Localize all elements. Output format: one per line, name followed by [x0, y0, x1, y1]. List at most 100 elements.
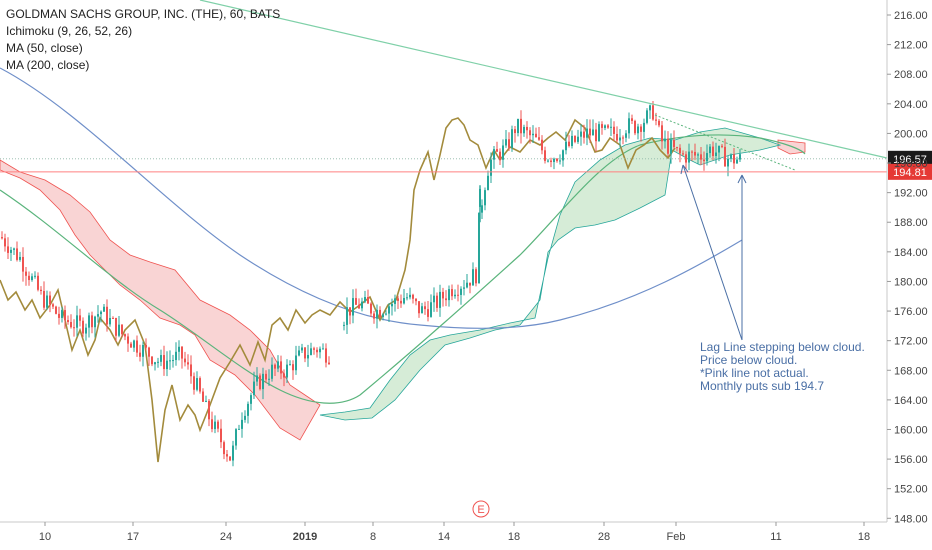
- y-tick-label: 212.00: [894, 40, 928, 52]
- candle-body: [436, 295, 438, 308]
- candle-body: [151, 356, 153, 365]
- candle-body: [34, 275, 36, 277]
- candle-body: [364, 296, 366, 302]
- candle-body: [469, 282, 471, 286]
- candle-body: [508, 139, 510, 148]
- candle-body: [727, 158, 729, 167]
- candle-body: [301, 347, 303, 351]
- candle-body: [295, 355, 297, 371]
- candle-body: [376, 309, 378, 319]
- ma50-line: [0, 134, 806, 404]
- candle-body: [76, 315, 78, 328]
- candle-body: [598, 124, 600, 142]
- candle-body: [217, 421, 219, 429]
- candle-body: [208, 400, 210, 420]
- candle-body: [40, 289, 42, 292]
- candle-body: [169, 360, 171, 362]
- candle-body: [667, 138, 669, 154]
- candle-body: [451, 289, 453, 297]
- candle-body: [586, 128, 588, 138]
- candle-body: [601, 124, 603, 128]
- candle-body: [241, 419, 243, 429]
- candle-body: [550, 160, 552, 163]
- candle-body: [52, 304, 54, 307]
- candle-body: [670, 139, 672, 154]
- candle-body: [118, 324, 120, 336]
- price-tag-support: 194.81: [888, 163, 932, 180]
- candle-body: [583, 131, 585, 138]
- candle-body: [1, 237, 3, 239]
- candle-body: [631, 118, 633, 121]
- candle-body: [19, 256, 21, 260]
- candle-body: [721, 145, 723, 147]
- candle-body: [304, 347, 306, 359]
- y-tick-label: 204.00: [894, 99, 928, 111]
- candle-body: [346, 307, 348, 325]
- candle-body: [73, 327, 75, 329]
- candle-body: [247, 403, 249, 416]
- candle-body: [511, 129, 513, 148]
- candle-body: [541, 139, 543, 151]
- candle-body: [322, 348, 324, 350]
- note-line: Price below cloud.: [700, 353, 798, 367]
- candle-body: [79, 315, 81, 321]
- candle-body: [673, 139, 675, 148]
- candle-body: [310, 348, 312, 355]
- candle-body: [190, 364, 192, 377]
- candle-body: [547, 160, 549, 162]
- candle-body: [466, 282, 468, 288]
- candle-body: [709, 146, 711, 154]
- y-tick-label: 184.00: [894, 247, 928, 259]
- candle-body: [682, 153, 684, 155]
- candle-body: [49, 295, 51, 305]
- candle-body: [130, 343, 132, 348]
- candle-body: [361, 301, 363, 309]
- candle-body: [397, 298, 399, 301]
- x-tick-label: 2019: [293, 531, 317, 543]
- candle-body: [562, 150, 564, 161]
- candle-body: [133, 340, 135, 348]
- candle-body: [238, 428, 240, 430]
- last-price-label: 196.57: [893, 154, 927, 166]
- candle-body: [22, 256, 24, 272]
- candle-body: [7, 246, 9, 253]
- candle-body: [172, 360, 174, 362]
- candle-body: [412, 294, 414, 299]
- candle-body: [472, 269, 474, 286]
- candle-body: [514, 129, 516, 134]
- candle-body: [688, 151, 690, 163]
- candle-body: [382, 314, 384, 317]
- candle-body: [535, 133, 537, 138]
- candle-body: [652, 105, 654, 120]
- candle-body: [292, 364, 294, 371]
- trendline-short-dotted: [654, 114, 796, 171]
- candle-body: [13, 248, 15, 250]
- candle-body: [37, 275, 39, 290]
- candle-body: [214, 421, 216, 430]
- candle-body: [370, 303, 372, 314]
- candle-body: [568, 141, 570, 146]
- candle-body: [280, 361, 282, 374]
- candle-body: [289, 364, 291, 366]
- candle-body: [484, 190, 486, 206]
- candle-body: [193, 376, 195, 390]
- candle-body: [427, 309, 429, 317]
- candle-body: [700, 154, 702, 160]
- candle-body: [97, 314, 99, 317]
- candle-body: [139, 352, 141, 357]
- candle-body: [391, 303, 393, 307]
- candle-body: [145, 344, 147, 348]
- candle-body: [580, 131, 582, 137]
- candle-body: [433, 295, 435, 303]
- candle-body: [496, 149, 498, 152]
- y-tick-label: 172.00: [894, 336, 928, 348]
- candle-body: [187, 362, 189, 365]
- candle-body: [733, 154, 735, 164]
- candle-body: [643, 122, 645, 132]
- candle-body: [637, 126, 639, 134]
- candle-body: [313, 348, 315, 350]
- candle-body: [277, 361, 279, 369]
- candle-body: [739, 154, 741, 160]
